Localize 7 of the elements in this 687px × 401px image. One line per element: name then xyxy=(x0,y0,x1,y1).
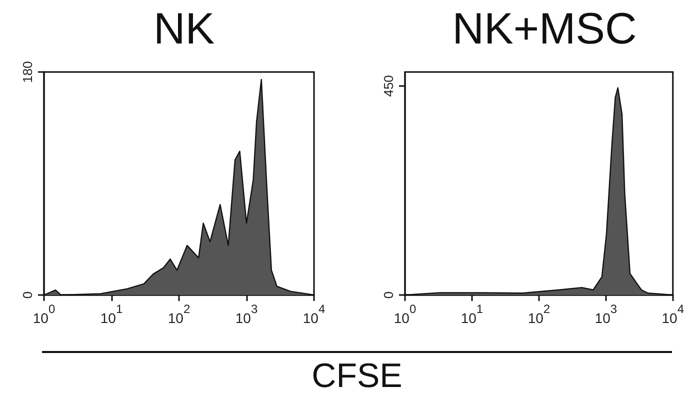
y-tick-label: 0 xyxy=(381,291,396,299)
y-tick-label: 180 xyxy=(20,61,35,83)
y-tick-label: 0 xyxy=(20,291,35,299)
chart-title: NK xyxy=(153,4,215,54)
x-axis-title: CFSE xyxy=(42,351,672,399)
chart-title: NK+MSC xyxy=(452,4,637,54)
y-tick-label: 450 xyxy=(381,75,396,97)
